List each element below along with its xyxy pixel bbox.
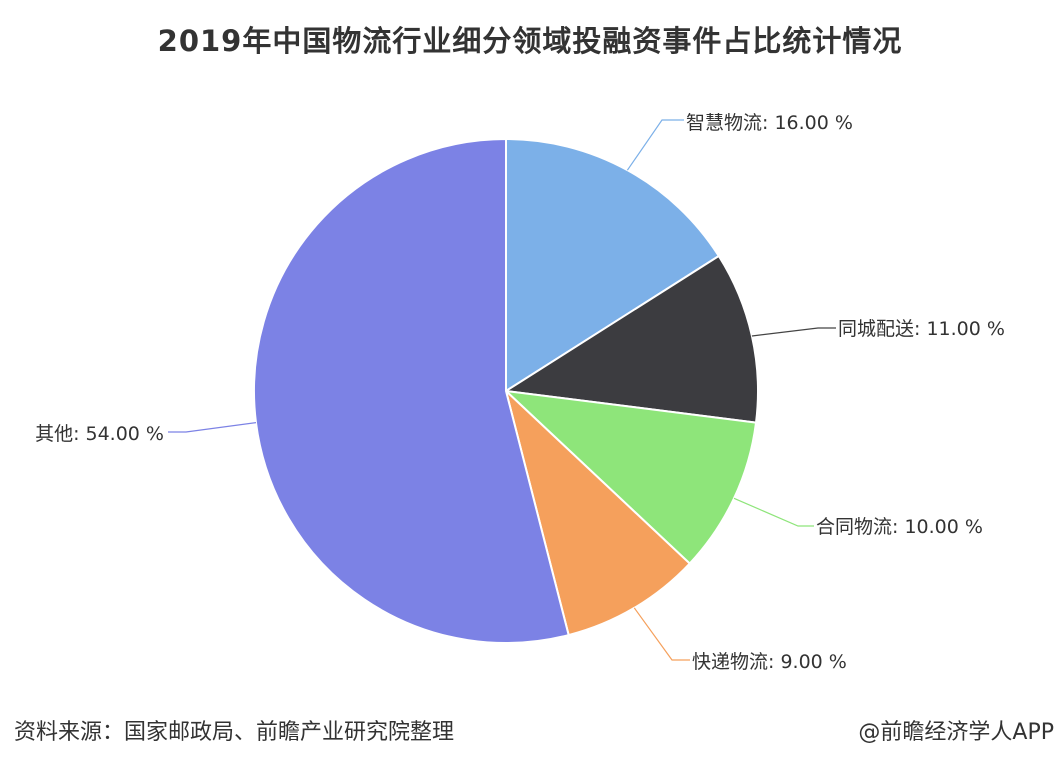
brand-watermark: @前瞻经济学人APP (858, 720, 1054, 745)
slice-label-4: 快递物流: 9.00 % (692, 651, 847, 673)
leader-line-4 (633, 607, 690, 661)
pie-chart: 智慧物流: 16.00 % 同城配送: 11.00 % 合同物流: 10.00 % 快… (35, 112, 1005, 673)
leader-line-3 (733, 497, 814, 527)
pie-slice-5 (252, 137, 570, 644)
slice-label-3: 合同物流: 10.00 % (816, 516, 983, 538)
source-note: 资料来源：国家邮政局、前瞻产业研究院整理 (14, 720, 455, 745)
slice-label-5: 其他: 54.00 % (35, 423, 164, 445)
leader-lines (168, 119, 836, 661)
leader-line-5 (168, 422, 257, 433)
slice-label-2: 同城配送: 11.00 % (838, 318, 1005, 340)
slice-label-1: 智慧物流: 16.00 % (686, 112, 853, 134)
leader-line-2 (751, 327, 836, 337)
chart-title: 2019年中国物流行业细分领域投融资事件占比统计情况 (157, 24, 903, 58)
pie-slices (252, 137, 759, 644)
leader-line-1 (626, 119, 684, 171)
pie-slice-4 (504, 387, 692, 637)
footer: 资料来源：国家邮政局、前瞻产业研究院整理 @前瞻经济学人APP (0, 704, 1060, 762)
slice-labels: 智慧物流: 16.00 % 同城配送: 11.00 % 合同物流: 10.00 % 快… (35, 112, 1005, 673)
